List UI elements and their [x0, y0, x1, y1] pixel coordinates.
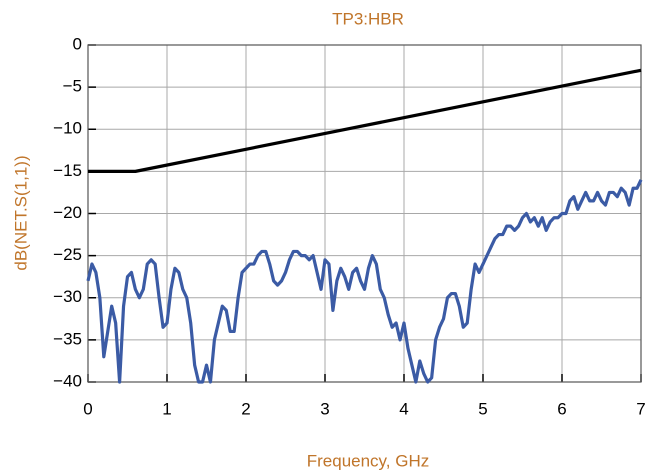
- x-tick-label: 3: [320, 399, 329, 418]
- data-line: [88, 68, 642, 173]
- x-tick-label: 5: [478, 399, 487, 418]
- y-tick-label: −20: [53, 203, 82, 222]
- y-axis-label: dB(NET.S(1,1)): [11, 155, 30, 270]
- x-tick-label: 1: [162, 399, 171, 418]
- y-tick-label: −5: [63, 77, 82, 96]
- y-tick-label: −10: [53, 119, 82, 138]
- x-axis-label: Frequency, GHz: [307, 451, 430, 470]
- y-tick-label: −35: [53, 329, 82, 348]
- x-tick-label: 2: [241, 399, 250, 418]
- x-tick-label: 4: [399, 399, 408, 418]
- chart-title: TP3:HBR: [332, 9, 404, 28]
- y-tick-label: −15: [53, 161, 82, 180]
- y-tick-label: 0: [73, 34, 82, 53]
- x-tick-label: 0: [83, 399, 92, 418]
- y-tick-label: −25: [53, 245, 82, 264]
- data-line: [86, 179, 643, 384]
- y-tick-label: −30: [53, 287, 82, 306]
- x-tick-label: 6: [557, 399, 566, 418]
- y-tick-label: −40: [53, 371, 82, 390]
- plot-frame: [87, 44, 642, 383]
- x-tick-label: 7: [636, 399, 645, 418]
